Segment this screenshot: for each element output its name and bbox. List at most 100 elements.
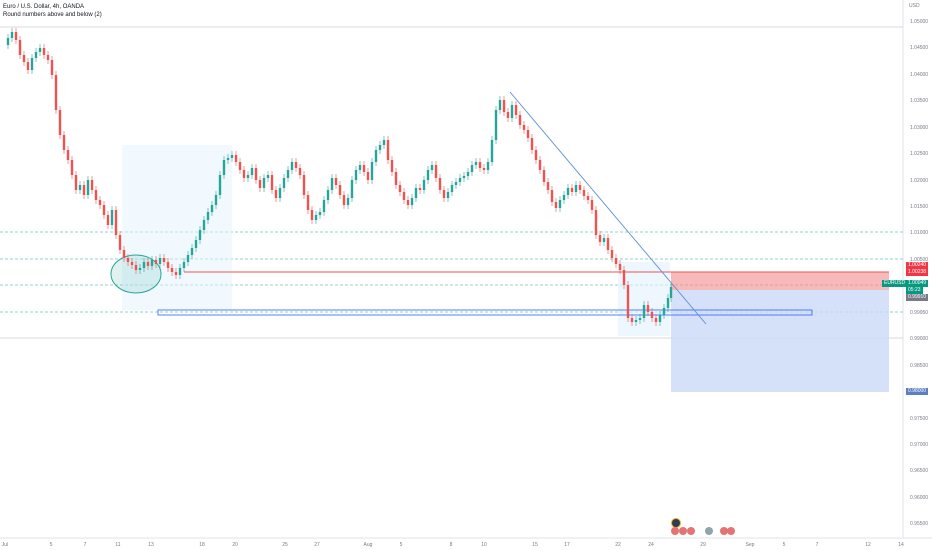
candle-body bbox=[482, 168, 486, 170]
candle-body bbox=[258, 180, 262, 188]
candle-body bbox=[294, 162, 298, 168]
candle-body bbox=[510, 105, 514, 118]
candle-body bbox=[550, 190, 554, 202]
candle-body bbox=[350, 180, 354, 198]
support-box[interactable] bbox=[157, 309, 813, 316]
time-axis[interactable]: Jul 5 7 11 13 18 20 25 27 Aug 5 8 10 15 17 22 24 29 Sep 5 7 1… bbox=[2, 542, 904, 548]
indicator-title[interactable]: Round numbers above and below (2) bbox=[3, 12, 102, 18]
candle-body bbox=[50, 60, 54, 75]
candle-body bbox=[38, 48, 42, 52]
time-tick-label: 5 bbox=[50, 542, 53, 548]
candle-body bbox=[314, 215, 318, 220]
candle-body bbox=[322, 200, 326, 212]
candle-body bbox=[206, 212, 210, 220]
time-tick-label: 5 bbox=[400, 542, 403, 548]
time-tick-label: 7 bbox=[84, 542, 87, 548]
candle-body bbox=[154, 260, 158, 264]
candle-body bbox=[82, 185, 86, 195]
candle-body bbox=[174, 272, 178, 275]
candle-body bbox=[102, 205, 106, 215]
candle-body bbox=[502, 100, 506, 112]
candle-body bbox=[618, 264, 622, 270]
candle-body bbox=[558, 200, 562, 208]
candle-body bbox=[158, 258, 162, 264]
event-economic-flag-icon[interactable] bbox=[671, 527, 679, 535]
volume-profile-zone[interactable] bbox=[122, 145, 232, 310]
price-tick-label: 0.98500 bbox=[910, 363, 928, 369]
candle-body bbox=[426, 170, 430, 180]
candle-body bbox=[478, 162, 482, 168]
candle-body bbox=[42, 48, 46, 55]
candle-body bbox=[254, 168, 258, 180]
candle-body bbox=[6, 38, 10, 45]
event-economic-flag-icon[interactable] bbox=[727, 527, 735, 535]
position-target-zone[interactable] bbox=[671, 290, 889, 392]
symbol-tag: EURUSD bbox=[882, 280, 908, 287]
price-tick-label: 1.02000 bbox=[910, 178, 928, 184]
trend-line[interactable] bbox=[509, 91, 707, 325]
candle-body bbox=[554, 202, 558, 208]
candle-body bbox=[166, 262, 170, 268]
event-economic-flag-icon[interactable] bbox=[687, 527, 695, 535]
symbol-title[interactable]: Euro / U.S. Dollar, 4h, OANDA bbox=[3, 4, 85, 10]
price-tick-label: 0.96500 bbox=[910, 468, 928, 474]
price-tick-label: 1.00500 bbox=[910, 257, 928, 263]
candle-body bbox=[10, 32, 14, 38]
candle-body bbox=[410, 198, 414, 205]
event-dividend-icon[interactable] bbox=[705, 527, 713, 535]
candle-body bbox=[402, 192, 406, 200]
candle-body bbox=[362, 165, 366, 172]
candle-body bbox=[498, 100, 502, 110]
candle-body bbox=[574, 185, 578, 192]
candle-body bbox=[210, 205, 214, 212]
candle-body bbox=[46, 55, 50, 60]
candle-body bbox=[522, 125, 526, 130]
time-tick-label: 12 bbox=[865, 542, 871, 548]
candle-body bbox=[570, 188, 574, 192]
candle-body bbox=[442, 190, 446, 198]
candle-body bbox=[14, 32, 18, 40]
time-tick-label: 7 bbox=[816, 542, 819, 548]
candle-body bbox=[486, 162, 490, 170]
price-tick-label: 1.05000 bbox=[910, 19, 928, 25]
candle-body bbox=[182, 262, 186, 268]
candle-body bbox=[370, 162, 374, 180]
candle-body bbox=[86, 180, 90, 195]
event-economic-flag-icon[interactable] bbox=[679, 527, 687, 535]
candle-body bbox=[22, 55, 26, 62]
candle-body bbox=[422, 180, 426, 190]
candle-body bbox=[58, 110, 62, 135]
candle-body bbox=[94, 190, 98, 200]
candle-body bbox=[590, 200, 594, 210]
volume-profile-zone[interactable] bbox=[618, 262, 670, 336]
event-economic-flag-icon[interactable] bbox=[720, 527, 728, 535]
candle-body bbox=[414, 188, 418, 198]
price-tick-label: 1.03000 bbox=[910, 125, 928, 131]
position-stop-zone[interactable] bbox=[671, 272, 889, 290]
candle-body bbox=[114, 210, 118, 235]
currency-label: USD bbox=[909, 3, 920, 9]
candle-body bbox=[234, 155, 238, 162]
price-tick-label: 1.02500 bbox=[910, 151, 928, 157]
candle-body bbox=[190, 248, 194, 255]
candles-series[interactable] bbox=[6, 28, 673, 326]
price-tick-label: 0.96000 bbox=[910, 495, 928, 501]
candle-body bbox=[138, 268, 142, 270]
candle-body bbox=[150, 260, 154, 266]
candle-body bbox=[398, 185, 402, 192]
time-tick-label: 13 bbox=[148, 542, 154, 548]
candle-body bbox=[582, 190, 586, 196]
candle-body bbox=[470, 165, 474, 172]
price-axis[interactable]: 1.05000 1.04500 1.04000 1.03500 1.03000 1.025… bbox=[910, 19, 928, 527]
candle-body bbox=[506, 112, 510, 118]
time-tick-label: Jul bbox=[2, 542, 8, 548]
candle-body bbox=[594, 210, 598, 235]
candle-body bbox=[598, 235, 602, 242]
candle-body bbox=[534, 150, 538, 160]
candle-body bbox=[530, 138, 534, 150]
price-tick-label: 0.95500 bbox=[910, 521, 928, 527]
candle-body bbox=[630, 318, 634, 322]
candle-body bbox=[566, 188, 570, 195]
candle-body bbox=[326, 190, 330, 200]
